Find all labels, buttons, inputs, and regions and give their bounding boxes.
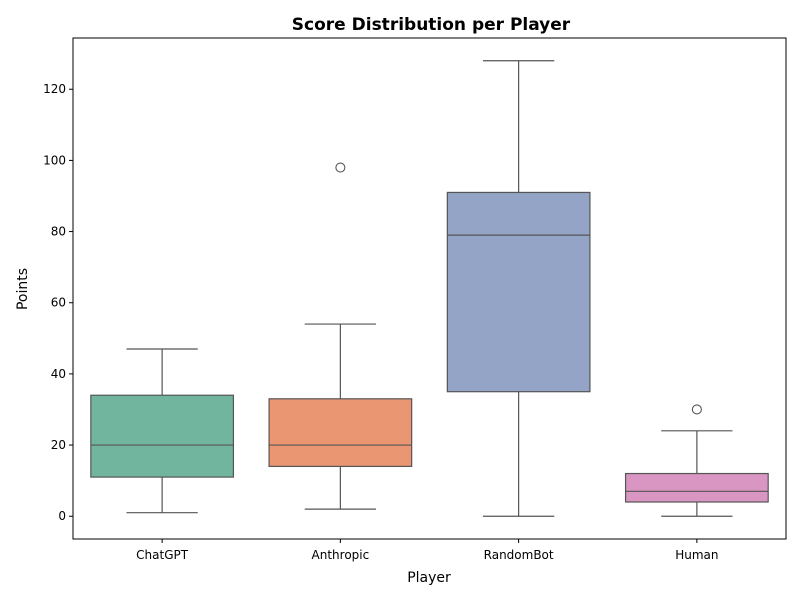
x-tick-label: Human bbox=[675, 548, 718, 562]
y-tick-label: 100 bbox=[43, 153, 66, 167]
box-iqr bbox=[624, 472, 769, 503]
box-group-human bbox=[624, 404, 769, 517]
box-iqr bbox=[446, 191, 591, 393]
x-tick-label: ChatGPT bbox=[136, 548, 189, 562]
plot-frame bbox=[72, 37, 787, 540]
y-axis-label: Points bbox=[15, 268, 31, 310]
x-axis-label: Player bbox=[407, 570, 451, 586]
chart-title: Score Distribution per Player bbox=[292, 15, 571, 35]
box-iqr bbox=[268, 398, 413, 468]
y-tick-label: 0 bbox=[58, 509, 66, 523]
y-tick-label: 20 bbox=[51, 438, 66, 452]
outlier-point bbox=[691, 404, 702, 415]
box-group-chatgpt bbox=[90, 348, 235, 514]
plot-area bbox=[90, 60, 769, 517]
box-group-randombot bbox=[446, 60, 591, 517]
box-iqr bbox=[90, 394, 235, 478]
outlier-point bbox=[335, 162, 346, 173]
y-tick-label: 120 bbox=[43, 82, 66, 96]
y-tick-label: 80 bbox=[51, 225, 66, 239]
box-group-anthropic bbox=[268, 162, 413, 510]
y-tick-label: 40 bbox=[51, 367, 66, 381]
y-tick-label: 60 bbox=[51, 296, 66, 310]
x-tick-label: RandomBot bbox=[484, 548, 554, 562]
x-tick-label: Anthropic bbox=[312, 548, 370, 562]
